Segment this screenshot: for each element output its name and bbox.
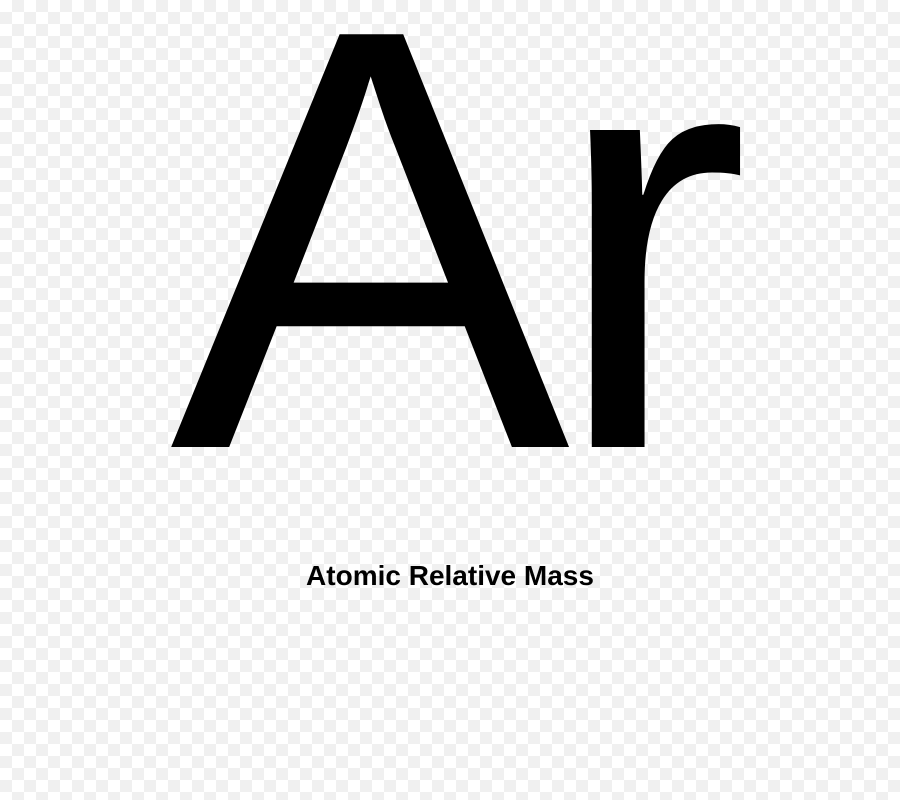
infographic-container: Ar Atomic Relative Mass xyxy=(0,0,900,800)
element-symbol: Ar xyxy=(170,0,730,540)
element-caption: Atomic Relative Mass xyxy=(306,560,594,592)
